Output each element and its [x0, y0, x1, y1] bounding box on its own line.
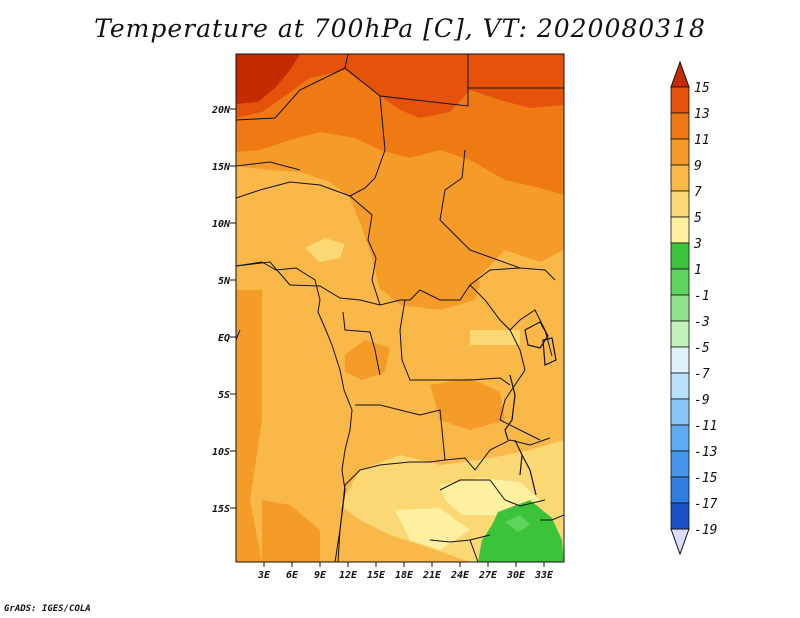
colorbar-bin	[670, 320, 690, 348]
lon-label-15e: 15E	[367, 570, 386, 581]
colorbar-bin	[670, 294, 690, 322]
colorbar-label: 7	[694, 185, 702, 200]
colorbar-bin	[670, 476, 690, 504]
colorbar-bin	[670, 268, 690, 296]
lat-label-15n: 15N	[212, 162, 231, 173]
colorbar-overflow-high	[670, 60, 690, 88]
colorbar-bin	[670, 346, 690, 374]
lat-label-15s: 15S	[212, 504, 230, 515]
colorbar-label: -15	[694, 471, 718, 486]
lat-label-10n: 10N	[212, 219, 231, 230]
colorbar-label: -19	[694, 523, 717, 538]
colorbar-label: -5	[694, 341, 710, 356]
lon-label-6e: 6E	[286, 570, 299, 581]
lon-label-30e: 30E	[506, 570, 526, 581]
colorbar-overflow-low	[670, 528, 690, 556]
colorbar-label: -9	[694, 393, 710, 408]
grads-credit: GrADS: IGES/COLA	[4, 604, 91, 614]
map-title: Temperature at 700hPa [C], VT: 202008031…	[94, 14, 706, 43]
colorbar-label: 3	[693, 237, 702, 252]
colorbar-bin	[670, 372, 690, 400]
lon-label-27e: 27E	[478, 570, 498, 581]
lon-label-33e: 33E	[534, 570, 554, 581]
colorbar-label: 15	[694, 81, 710, 96]
colorbar-bin	[670, 164, 690, 192]
colorbar-label: 13	[694, 107, 710, 122]
colorbar-bin	[670, 190, 690, 218]
lakes	[504, 321, 557, 496]
lat-label-10s: 10S	[212, 447, 230, 458]
temperature-field	[236, 54, 564, 562]
colorbar-bin	[670, 398, 690, 426]
colorbar-bin	[670, 242, 690, 270]
colorbar-label: 9	[694, 159, 702, 174]
colorbar-bin	[670, 450, 690, 478]
latitude-axis: 20N 15N 10N 5N EQ 5S 10S 15S	[211, 105, 236, 515]
colorbar-label: -13	[694, 445, 717, 460]
colorbar-label: 11	[694, 133, 710, 148]
lat-label-5n: 5N	[218, 276, 231, 287]
lat-label-eq: EQ	[218, 333, 230, 344]
colorbar-bin	[670, 86, 690, 114]
lon-label-24e: 24E	[450, 570, 470, 581]
colorbar-label: -7	[694, 367, 710, 382]
lon-label-3e: 3E	[257, 570, 271, 581]
colorbar-label: 5	[694, 211, 702, 226]
colorbar-bin	[670, 424, 690, 452]
colorbar-label: 1	[694, 263, 702, 278]
lat-label-20n: 20N	[211, 105, 231, 116]
lon-label-18e: 18E	[395, 570, 414, 581]
lon-label-9e: 9E	[314, 570, 327, 581]
colorbar-bin	[670, 502, 690, 530]
lon-label-21e: 21E	[422, 570, 442, 581]
colorbar: 15 13 11 9 7 5 3 1 -1 -3 -5 -7 -9 -11 -1…	[670, 60, 718, 556]
lat-label-5s: 5S	[218, 390, 230, 401]
colorbar-label: -1	[694, 289, 710, 304]
longitude-axis: 3E 6E 9E 12E 15E 18E 21E 24E 27E 30E 33E	[257, 562, 554, 581]
colorbar-label: -3	[694, 315, 710, 330]
colorbar-bin	[670, 216, 690, 244]
colorbar-label: -11	[694, 419, 717, 434]
lon-label-12e: 12E	[339, 570, 358, 581]
colorbar-label: -17	[694, 497, 718, 512]
colorbar-bin	[670, 138, 690, 166]
plot-frame	[235, 53, 565, 563]
colorbar-bin	[670, 112, 690, 140]
coastline	[235, 261, 353, 563]
